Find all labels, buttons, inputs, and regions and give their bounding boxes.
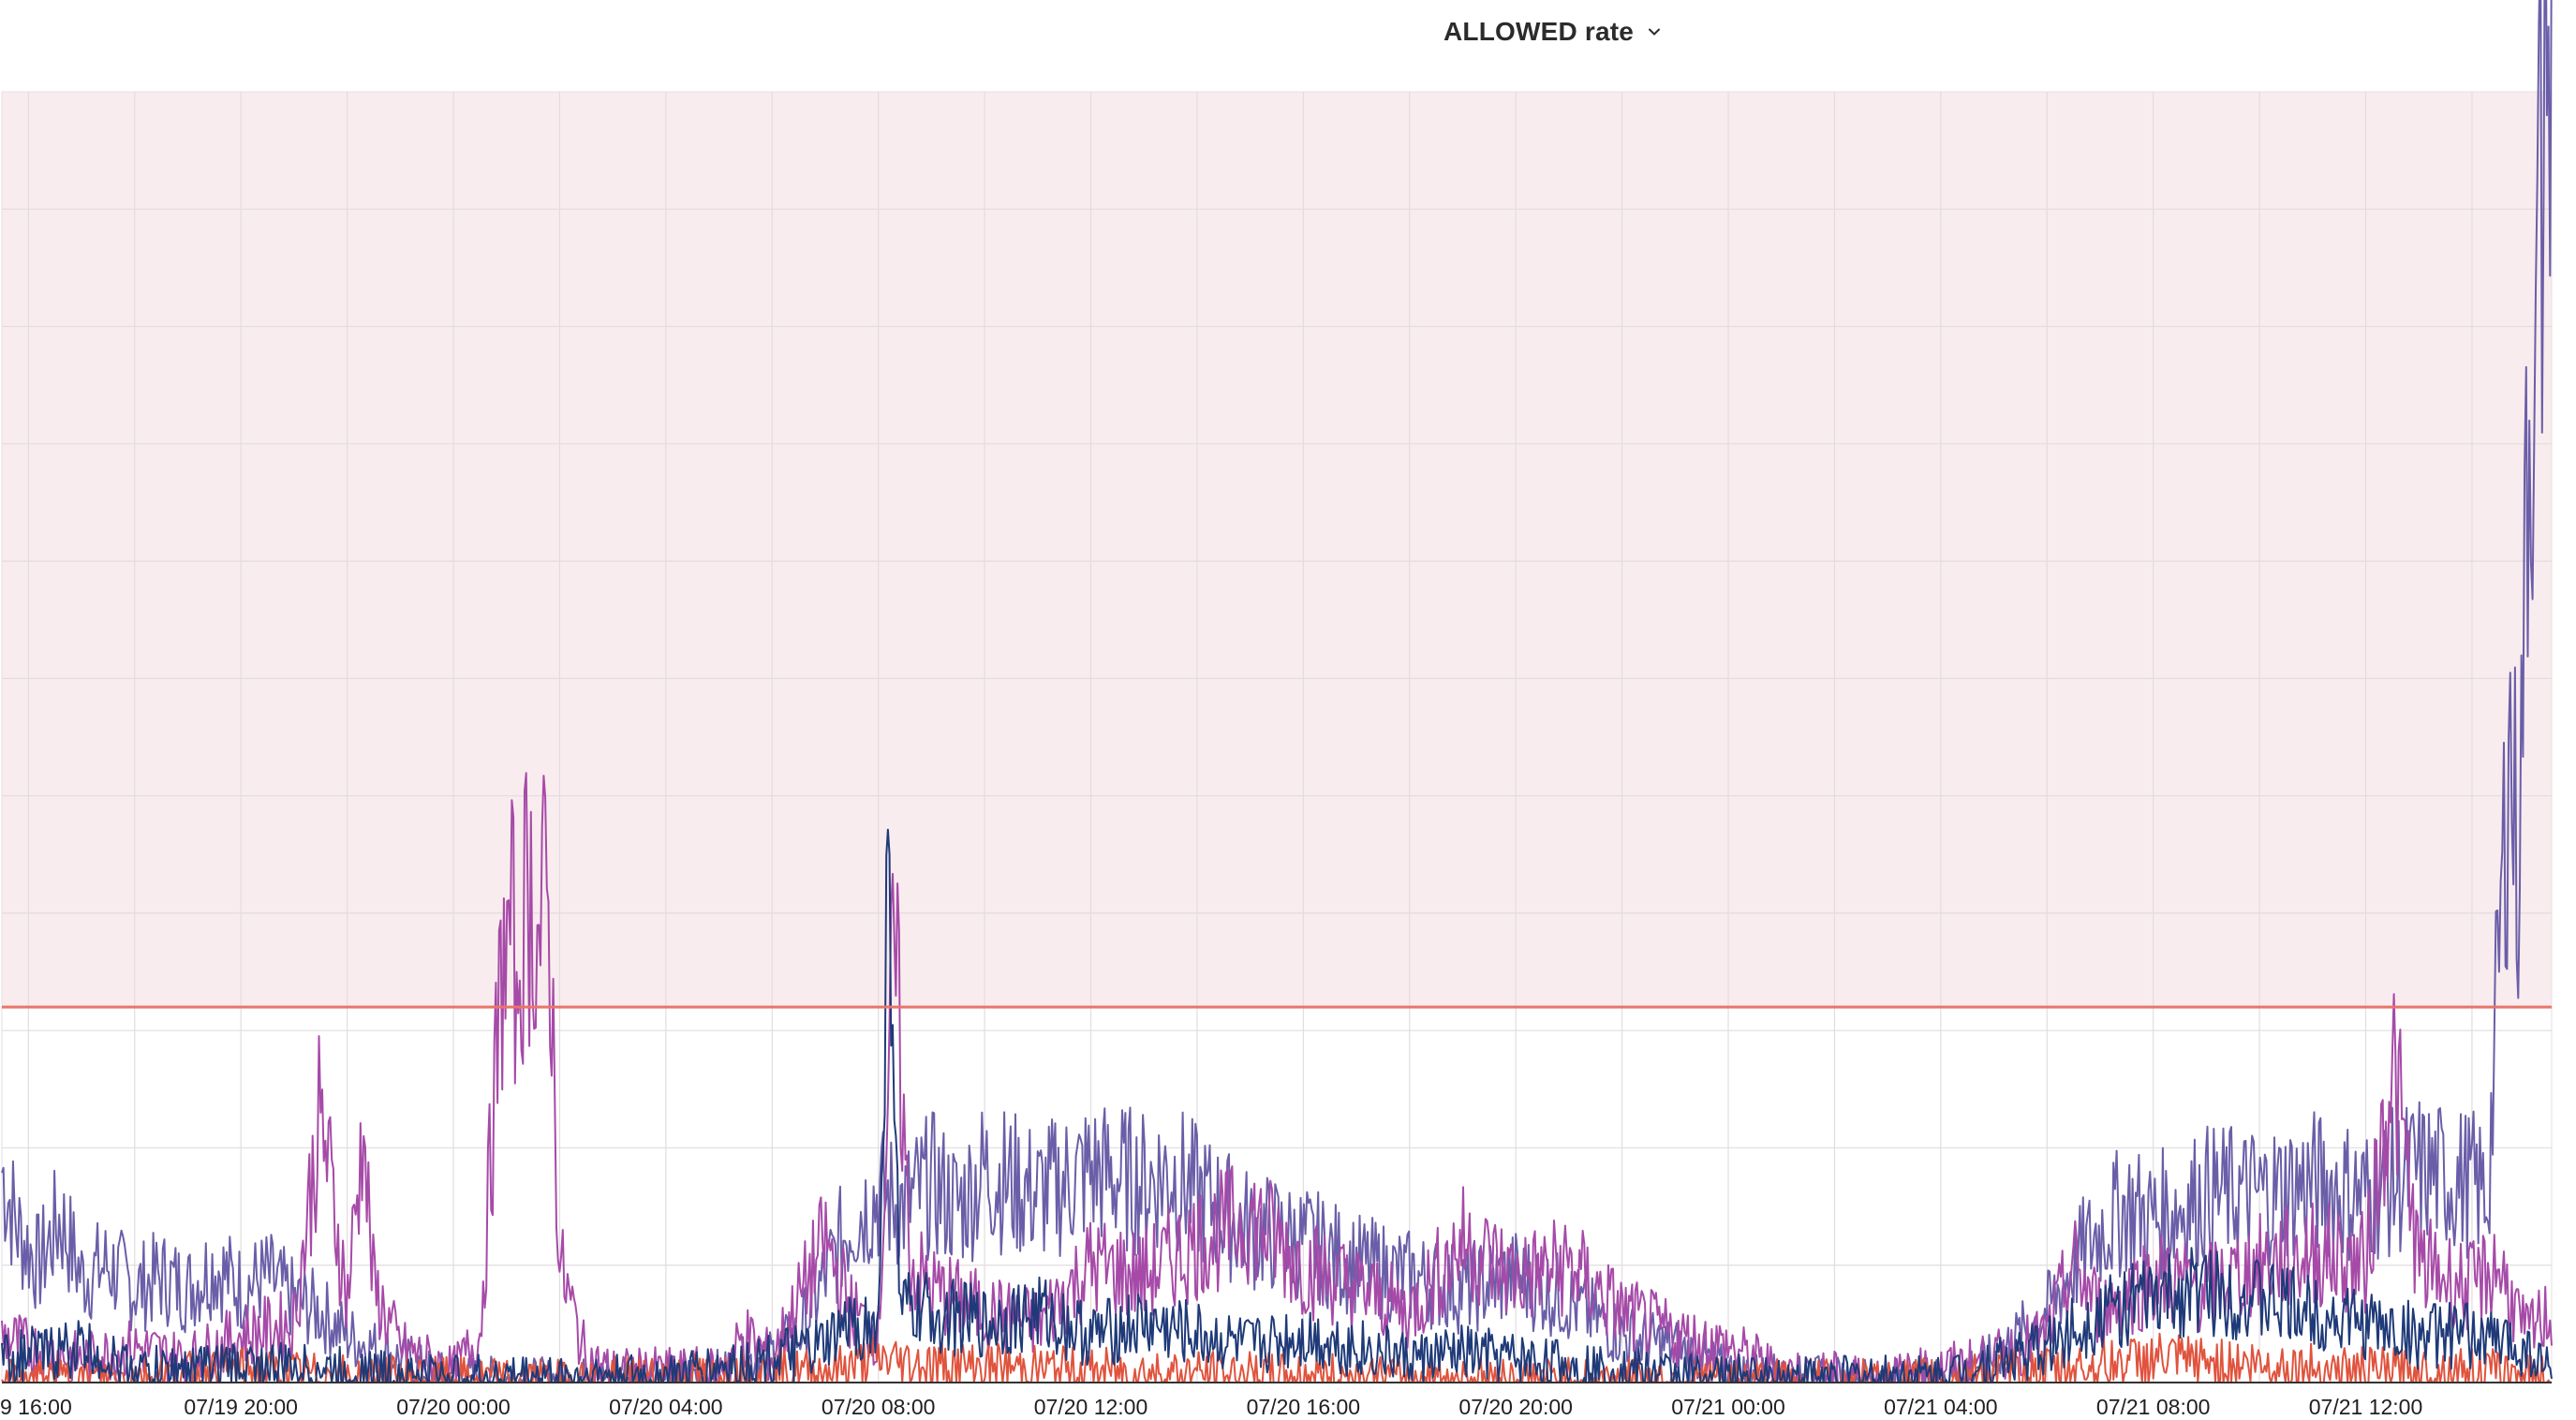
threshold-shade — [2, 92, 2552, 1008]
x-tick-label: 07/21 00:00 — [1671, 1395, 1785, 1419]
x-tick-label: 07/21 12:00 — [2309, 1395, 2423, 1419]
x-tick-label: 9 16:00 — [0, 1395, 72, 1419]
series-line-2 — [1, 828, 2553, 1383]
x-tick-label: 07/21 04:00 — [1884, 1395, 1998, 1419]
x-tick-label: 07/19 20:00 — [184, 1395, 298, 1419]
chart-title: ALLOWED rate — [1443, 17, 1635, 46]
x-tick-label: 07/20 16:00 — [1247, 1395, 1361, 1419]
x-tick-label: 07/21 08:00 — [2096, 1395, 2211, 1419]
series-line-1 — [1, 772, 2553, 1383]
x-tick-label: 07/20 00:00 — [396, 1395, 511, 1419]
x-tick-label: 07/20 20:00 — [1458, 1395, 1573, 1419]
x-tick-label: 07/20 12:00 — [1034, 1395, 1148, 1419]
chart-header: ALLOWED rate — [0, 0, 2576, 66]
x-tick-label: 07/20 08:00 — [822, 1395, 936, 1419]
metric-selector-button[interactable]: ALLOWED rate — [1438, 13, 1667, 51]
chevron-down-icon — [1649, 28, 1661, 36]
x-tick-label: 07/20 04:00 — [609, 1395, 723, 1419]
